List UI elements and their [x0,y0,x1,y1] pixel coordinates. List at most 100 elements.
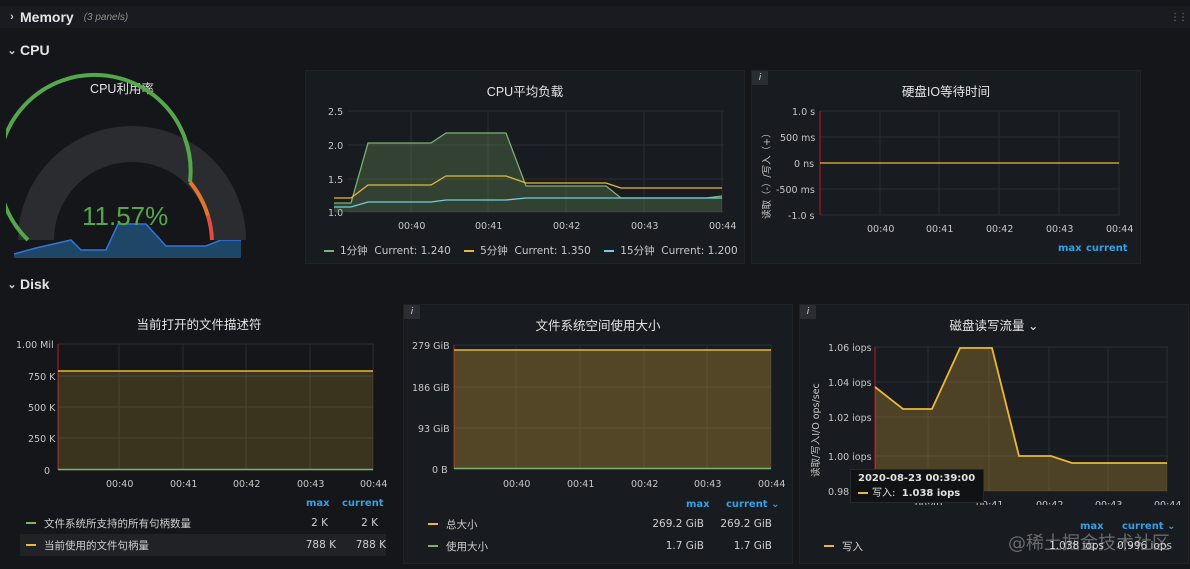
legend-row[interactable]: 总大小 269.2 GiB 269.2 GiB [428,513,772,535]
legend: 1分钟 Current: 1.240 5分钟 Current: 1.350 15… [324,243,738,258]
drag-handle-icon[interactable]: ⋮⋮ [1170,12,1188,23]
info-icon[interactable]: i [752,71,768,85]
y-tick: 1.5 [328,175,343,186]
col-max[interactable]: max [306,498,330,509]
panel-title: 当前打开的文件描述符 [136,318,262,332]
row-panel-count: (3 panels) [83,11,129,23]
x-tick: 00:42 [233,479,260,490]
legend-item[interactable]: 1分钟 Current: 1.240 [324,245,451,257]
x-tick: 00:41 [976,500,1003,505]
panel-open-fds[interactable]: 当前打开的文件描述符 1.00 Mil 750 K 500 K 250 K 0 … [6,304,392,562]
panel-disk-io-wait[interactable]: i 硬盘IO等待时间 1.0 s 500 ms 0 ns -500 ms -1.… [751,70,1141,264]
y-axis-label: 读取（-）/写入（+） [761,128,773,219]
row-title: Memory [20,9,74,25]
legend-swatch [824,545,834,547]
row-disk[interactable]: ⌄ Disk [0,273,50,295]
y-tick: 0.98 [828,487,849,498]
x-tick: 00:44 [709,221,736,232]
x-tick: 00:44 [1154,500,1181,505]
y-tick: 279 GiB [412,341,450,352]
col-max[interactable]: max [1080,521,1104,532]
legend-row[interactable]: 文件系统所支持的所有句柄数量 2 K 2 K [26,512,378,534]
y-tick: 500 K [28,403,56,414]
x-tick: 00:41 [926,224,953,235]
legend-swatch [428,523,438,525]
x-tick: 00:42 [986,224,1013,235]
panel-cpu-load[interactable]: CPU平均负载 2.5 2.0 1.5 1.0 00:40 00:41 00:42 0… [305,70,745,264]
row-memory[interactable]: › Memory (3 panels) ⋮⋮ [0,6,1190,28]
legend-item[interactable]: 5分钟 Current: 1.350 [464,245,591,257]
series-1min-area [334,133,722,212]
legend-item[interactable]: 15分钟 Current: 1.200 [604,245,738,257]
x-tick: 00:44 [1106,224,1133,235]
gauge-value: 11.57% [82,201,169,231]
row-title: CPU [20,42,50,58]
info-icon[interactable]: i [800,305,816,319]
col-current[interactable]: current ⌄ [726,499,780,510]
y-tick: 1.04 iops [828,378,872,389]
y-tick: 250 K [28,434,56,445]
sparkline-line [13,223,241,255]
x-tick: 00:42 [1036,500,1063,505]
hover-tooltip: 2020-08-23 00:39:00 写入: 1.038 iops [850,469,984,503]
y-tick: 0 B [432,465,448,476]
y-tick: -1.0 s [788,211,815,222]
col-current[interactable]: current ⌄ [1122,521,1176,532]
x-tick: 00:40 [398,221,425,232]
io-wait-chart: 1.0 s 500 ms 0 ns -500 ms -1.0 s 读取（-）/写… [761,107,1133,235]
x-tick: 00:44 [360,479,387,490]
col-max[interactable]: max [686,499,710,510]
x-tick: 00:40 [106,479,133,490]
y-tick: 1.00 Mil [16,340,54,351]
x-tick: 00:43 [631,221,658,232]
x-tick: 00:43 [694,479,721,490]
series-line [874,347,1167,464]
x-tick: 00:43 [1095,500,1122,505]
tooltip-time: 2020-08-23 00:39:00 [858,473,976,484]
panel-title: 硬盘IO等待时间 [901,85,991,99]
tooltip-series: 写入: [872,488,896,499]
y-tick: 1.00 iops [828,452,872,463]
y-tick: 1.02 iops [828,413,872,424]
y-tick: 186 GiB [412,383,450,394]
col-current[interactable]: current [342,498,384,509]
x-tick: 00:44 [758,479,785,490]
disk-rw-chart: 1.06 iops 1.04 iops 1.02 iops 1.00 iops … [810,343,1181,505]
panel-fs-usage[interactable]: i 文件系统空间使用大小 279 GiB 186 GiB 93 GiB 0 B … [403,304,793,564]
x-tick: 00:40 [867,224,894,235]
y-tick: 2.5 [328,107,343,118]
fs-usage-chart: 279 GiB 186 GiB 93 GiB 0 B 00:40 00:41 00:… [412,341,785,490]
series-5min-line [334,175,722,199]
y-tick: 0 ns [794,159,814,170]
x-tick: 00:42 [631,479,658,490]
gauge-arc-red [206,215,214,241]
chevron-right-icon: › [10,11,14,23]
sparkline-area [14,224,241,258]
legend-row[interactable]: 写入 1.038 iops 0.996 iops [824,535,1172,557]
x-tick: 00:42 [553,221,580,232]
y-tick: 0 [44,466,50,477]
info-icon[interactable]: i [404,305,420,319]
legend-row[interactable]: 当前使用的文件句柄量 788 K 788 K [20,534,386,556]
watermark: @稀土掘金技术社区 [1008,533,1170,554]
gauge-arc-green [6,72,193,242]
col-max[interactable]: max [1058,243,1082,254]
chevron-down-icon: ⌄ [7,44,17,57]
panel-disk-rw[interactable]: i 磁盘读写流量 ⌄ 1.06 iops 1.04 iops 1.02 iops… [799,304,1189,564]
col-current[interactable]: current [1086,243,1128,254]
y-axis-label: 读取/写入I/O ops/sec [810,383,822,477]
series-area [454,350,771,469]
panel-title: CPU平均负载 [486,85,564,99]
x-tick: 00:43 [1046,224,1073,235]
legend-swatch [428,545,438,547]
panel-title[interactable]: 磁盘读写流量 ⌄ [949,319,1039,333]
series-area [875,348,1167,491]
row-cpu[interactable]: ⌄ CPU [0,39,50,61]
x-tick: 00:43 [297,479,324,490]
y-tick: 500 ms [780,133,815,144]
panel-cpu-usage[interactable]: CPU利用率 11.57% [6,68,298,264]
row-title: Disk [20,276,50,292]
y-tick: 750 K [28,372,56,383]
x-tick: 00:41 [567,479,594,490]
legend-row[interactable]: 使用大小 1.7 GiB 1.7 GiB [428,535,772,557]
